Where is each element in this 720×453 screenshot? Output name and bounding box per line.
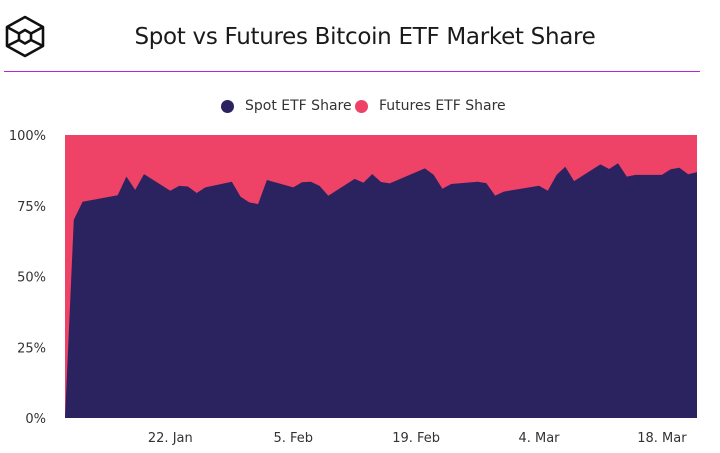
legend-futures-marker	[355, 99, 368, 113]
legend-item-futures[interactable]: Futures ETF Share	[355, 97, 506, 115]
x-tick-label: 4. Mar	[518, 431, 560, 446]
cube-logo-icon	[5, 15, 45, 58]
y-tick-label: 0%	[25, 412, 46, 427]
legend-spot-marker	[221, 99, 234, 113]
x-tick-label: 22. Jan	[148, 431, 193, 446]
legend-futures-label: Futures ETF Share	[379, 98, 506, 114]
x-tick-label: 19. Feb	[392, 431, 440, 446]
x-tick-label: 18. Mar	[637, 431, 687, 446]
header-divider	[4, 71, 700, 72]
y-tick-label: 50%	[17, 271, 46, 286]
legend: Spot ETF Share Futures ETF Share	[0, 97, 720, 115]
x-tick-label: 5. Feb	[273, 431, 313, 446]
chart-title: Spot vs Futures Bitcoin ETF Market Share	[134, 24, 596, 50]
legend-spot-label: Spot ETF Share	[245, 98, 352, 114]
legend-item-spot[interactable]: Spot ETF Share	[221, 97, 352, 115]
y-tick-label: 75%	[17, 200, 46, 215]
y-tick-label: 100%	[9, 129, 46, 144]
y-tick-label: 25%	[17, 341, 46, 356]
spot-area	[65, 163, 697, 418]
